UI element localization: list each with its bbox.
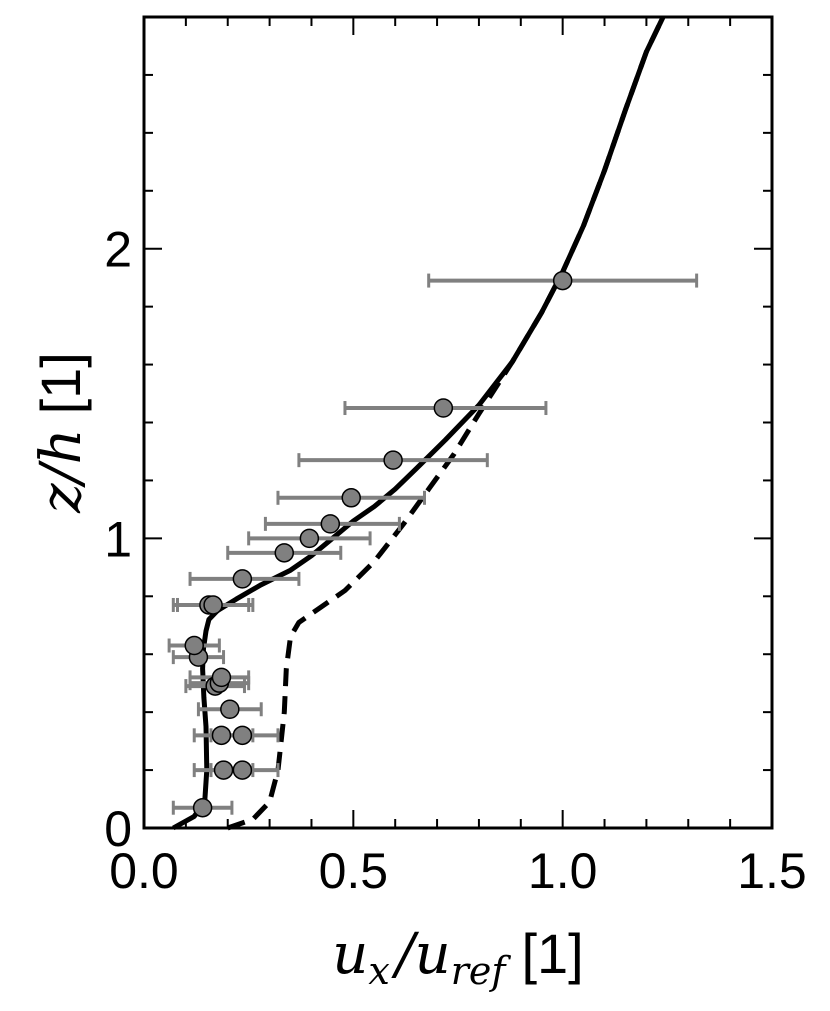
y-axis-label: z/h[1]: [29, 352, 94, 514]
data-point: [299, 528, 320, 549]
data-point: [184, 635, 204, 656]
data-point: [211, 725, 232, 746]
data-point: [320, 514, 341, 534]
series-line-solid: [172, 15, 666, 831]
y-tick-label: 2: [104, 222, 132, 278]
data-point: [433, 398, 454, 418]
x-tick-label: 0.0: [109, 843, 179, 899]
y-tick-label: 0: [104, 801, 132, 857]
data-point: [232, 760, 253, 780]
x-axis-label: ux/uref [1]: [332, 922, 583, 993]
data-point: [274, 543, 295, 563]
axis-ticks: [143, 16, 773, 829]
data-point: [220, 699, 240, 719]
x-tick-label: 1.0: [528, 843, 598, 899]
data-point: [213, 760, 234, 780]
x-tick-label: 1.5: [737, 843, 807, 899]
data-point: [232, 569, 253, 589]
data-point: [192, 797, 213, 818]
data-point: [552, 270, 573, 291]
data-point: [383, 450, 403, 470]
data-point: [211, 667, 232, 688]
tick-labels: 0.0 0.5 1.0 1.5 0 1 2: [104, 222, 807, 899]
x-tick-label: 0.5: [319, 843, 389, 899]
data-point: [341, 488, 361, 508]
data-point: [232, 725, 253, 746]
series-line-dashed: [226, 15, 666, 831]
y-tick-label: 1: [104, 511, 132, 567]
data-point: [203, 595, 223, 615]
series-lines: [172, 15, 666, 831]
data-markers: [184, 270, 573, 818]
